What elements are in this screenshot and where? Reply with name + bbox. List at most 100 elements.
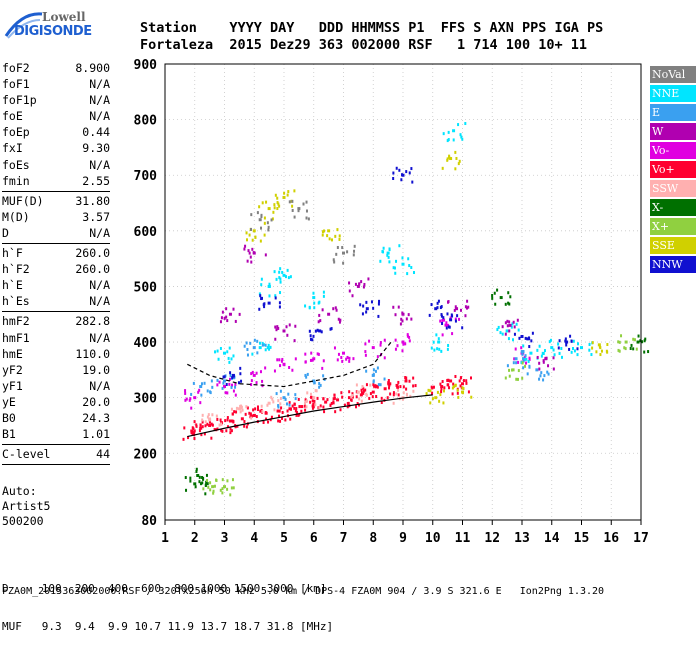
echo-pixel <box>430 346 433 350</box>
echo-pixel <box>524 364 527 368</box>
echo-pixel <box>291 204 294 208</box>
echo-pixel <box>635 347 638 351</box>
param-row: fmin 2.55 <box>2 173 110 189</box>
echo-pixel <box>429 401 432 405</box>
echo-pixel <box>278 409 281 413</box>
echo-pixel <box>190 431 193 435</box>
echo-pixel <box>362 285 365 289</box>
echo-point <box>252 373 256 377</box>
echo-pixel <box>455 156 458 160</box>
param-label: yF1 <box>2 378 23 393</box>
echo-pixel <box>402 342 405 346</box>
echo-pixel <box>269 418 272 422</box>
echo-pixel <box>201 413 204 417</box>
echo-pixel <box>386 253 389 257</box>
echo-pixel <box>214 350 217 354</box>
echo-pixel <box>204 483 207 487</box>
echo-pixel <box>215 414 218 418</box>
echo-point <box>550 346 554 350</box>
echo-pixel <box>304 352 307 356</box>
footer-distance-row: D 100 200 400 600 800 1000 1500 3000 [km… <box>2 582 327 595</box>
echo-pixel <box>523 358 526 362</box>
echo-pixel <box>309 337 312 341</box>
echo-pixel <box>230 429 233 433</box>
echo-pixel <box>515 361 518 365</box>
echo-pixel <box>305 216 308 220</box>
echo-pixel <box>248 251 251 255</box>
echo-pixel <box>364 350 367 354</box>
echo-pixel <box>240 379 243 383</box>
echo-pixel <box>461 391 464 395</box>
echo-pixel <box>284 397 287 401</box>
echo-pixel <box>234 319 237 323</box>
echo-pixel <box>405 387 408 391</box>
param-separator <box>2 243 110 245</box>
echo-pixel <box>401 173 404 177</box>
echo-pixel <box>436 390 439 394</box>
echo-pixel <box>225 383 228 387</box>
echo-pixel <box>251 247 254 251</box>
x-tick-label: 14 <box>544 531 560 546</box>
echo-pixel <box>368 396 371 400</box>
echo-pixel <box>387 379 390 383</box>
echo-pixel <box>270 415 273 419</box>
echo-pixel <box>221 429 224 433</box>
echo-pixel <box>191 432 194 436</box>
echo-pixel <box>219 418 222 422</box>
echo-pixel <box>573 349 576 353</box>
y-tick-label: 400 <box>134 336 158 351</box>
echo-pixel <box>222 375 225 379</box>
echo-pixel <box>372 368 375 372</box>
echo-pixel <box>246 406 249 410</box>
echo-point <box>449 157 453 161</box>
echo-pixel <box>210 422 213 426</box>
echo-pixel <box>287 276 290 280</box>
echo-pixel <box>311 399 314 403</box>
param-row: B0 24.3 <box>2 410 110 426</box>
echo-pixel <box>361 385 364 389</box>
echo-pixel <box>204 420 207 424</box>
legend-item-nne: NNE <box>650 85 696 102</box>
echo-pixel <box>441 318 444 322</box>
echo-pixel <box>343 403 346 407</box>
echo-pixel <box>232 486 235 490</box>
echo-pixel <box>512 320 515 324</box>
echo-pixel <box>641 340 644 344</box>
echo-pixel <box>206 422 209 426</box>
echo-pixel <box>284 275 287 279</box>
echo-pixel <box>281 270 284 274</box>
echo-pixel <box>348 356 351 360</box>
param-row: h`E N/A <box>2 277 110 293</box>
param-value: N/A <box>89 77 110 92</box>
echo-pixel <box>322 405 325 409</box>
echo-point <box>327 312 331 316</box>
echo-pixel <box>431 391 434 395</box>
echo-pixel <box>429 389 432 393</box>
footer-muf-table: D 100 200 400 600 800 1000 1500 3000 [km… <box>2 558 333 646</box>
echo-pixel <box>212 491 215 495</box>
echo-pixel <box>404 342 407 346</box>
echo-pixel <box>577 342 580 346</box>
echo-pixel <box>190 392 193 396</box>
echo-pixel <box>264 348 267 352</box>
echo-pixel <box>406 334 409 338</box>
param-label: MUF(D) <box>2 193 44 208</box>
echo-pixel <box>182 437 185 441</box>
echo-pixel <box>506 324 509 328</box>
x-tick-label: 8 <box>369 531 377 546</box>
param-value: N/A <box>89 294 110 309</box>
echo-point <box>276 409 280 413</box>
legend-item-x-: X- <box>650 199 696 216</box>
echo-pixel <box>239 404 242 408</box>
echo-pixel <box>364 342 367 346</box>
echo-pixel <box>305 209 308 213</box>
echo-pixel <box>322 374 325 378</box>
echo-pixel <box>365 392 368 396</box>
echo-pixel <box>644 337 647 341</box>
echo-pixel <box>276 196 279 200</box>
echo-pixel <box>470 376 473 380</box>
echo-pixel <box>201 425 204 429</box>
echo-pixel <box>306 372 309 376</box>
echo-point <box>327 229 331 233</box>
echo-pixel <box>216 383 219 387</box>
